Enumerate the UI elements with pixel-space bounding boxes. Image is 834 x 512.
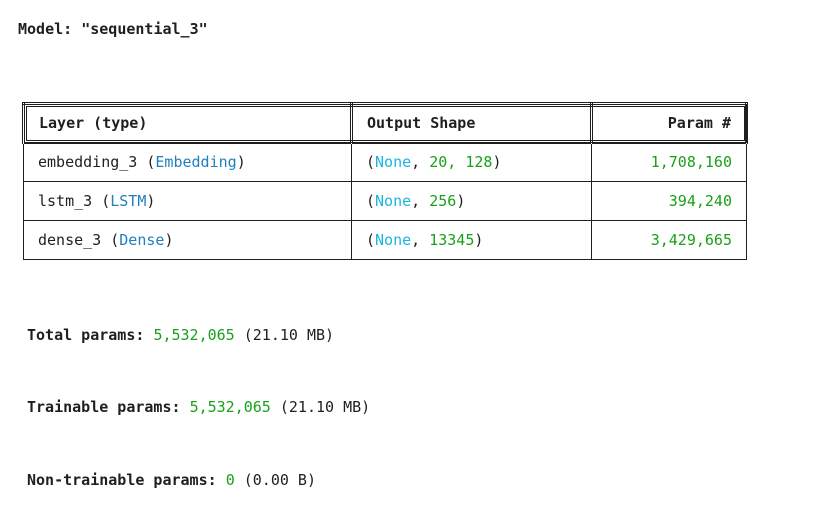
- layer-cell: embedding_3 (Embedding): [23, 142, 352, 182]
- param-cell: 394,240: [591, 181, 747, 221]
- non-trainable-params-size: (0.00 B): [243, 471, 316, 489]
- total-params-label: Total params:: [27, 326, 145, 344]
- shape-batch: None: [375, 192, 412, 210]
- header-output-shape: Output Shape: [350, 102, 593, 144]
- table-header-row: Layer (type) Output Shape Param #: [22, 102, 748, 144]
- layer-type: Embedding: [155, 153, 237, 172]
- trainable-params-line: Trainable params: 5,532,065 (21.10 MB): [27, 398, 370, 416]
- non-trainable-params-line: Non-trainable params: 0 (0.00 B): [27, 471, 316, 489]
- param-cell: 3,429,665: [591, 220, 747, 260]
- shape-dims: 13345: [429, 231, 475, 249]
- layer-type: Dense: [119, 231, 165, 249]
- shape-cell: (None, 13345): [351, 220, 592, 260]
- shape-batch: None: [375, 231, 412, 249]
- layer-type: LSTM: [110, 192, 147, 210]
- layer-name: embedding_3: [38, 153, 138, 172]
- param-count: 394,240: [668, 192, 732, 210]
- non-trainable-params-count: 0: [225, 471, 235, 489]
- non-trainable-params-label: Non-trainable params:: [27, 471, 217, 489]
- param-count: 1,708,160: [650, 153, 732, 172]
- layer-cell: lstm_3 (LSTM): [23, 181, 352, 221]
- header-layer-type: Layer (type): [22, 102, 353, 144]
- param-count: 3,429,665: [650, 231, 732, 249]
- total-params-size: (21.10 MB): [243, 326, 335, 344]
- shape-dims: 20, 128: [429, 153, 493, 172]
- shape-batch: None: [375, 153, 412, 172]
- shape-dims: 256: [429, 192, 457, 210]
- model-title: Model: "sequential_3": [18, 20, 208, 38]
- table-row: dense_3 (Dense) (None, 13345) 3,429,665: [23, 220, 747, 260]
- shape-cell: (None, 20, 128): [351, 142, 592, 182]
- trainable-params-label: Trainable params:: [27, 398, 181, 416]
- layer-cell: dense_3 (Dense): [23, 220, 352, 260]
- total-params-line: Total params: 5,532,065 (21.10 MB): [27, 326, 334, 344]
- layer-name: dense_3: [38, 231, 102, 249]
- header-param-count: Param #: [590, 102, 748, 144]
- trainable-params-size: (21.10 MB): [279, 398, 371, 416]
- param-cell: 1,708,160: [591, 142, 747, 182]
- table-row: embedding_3 (Embedding) (None, 20, 128) …: [23, 142, 747, 182]
- trainable-params-count: 5,532,065: [189, 398, 271, 416]
- shape-cell: (None, 256): [351, 181, 592, 221]
- table-row: lstm_3 (LSTM) (None, 256) 394,240: [23, 181, 747, 221]
- total-params-count: 5,532,065: [153, 326, 235, 344]
- layer-name: lstm_3: [38, 192, 93, 210]
- model-summary-table: Layer (type) Output Shape Param # embedd…: [22, 102, 748, 260]
